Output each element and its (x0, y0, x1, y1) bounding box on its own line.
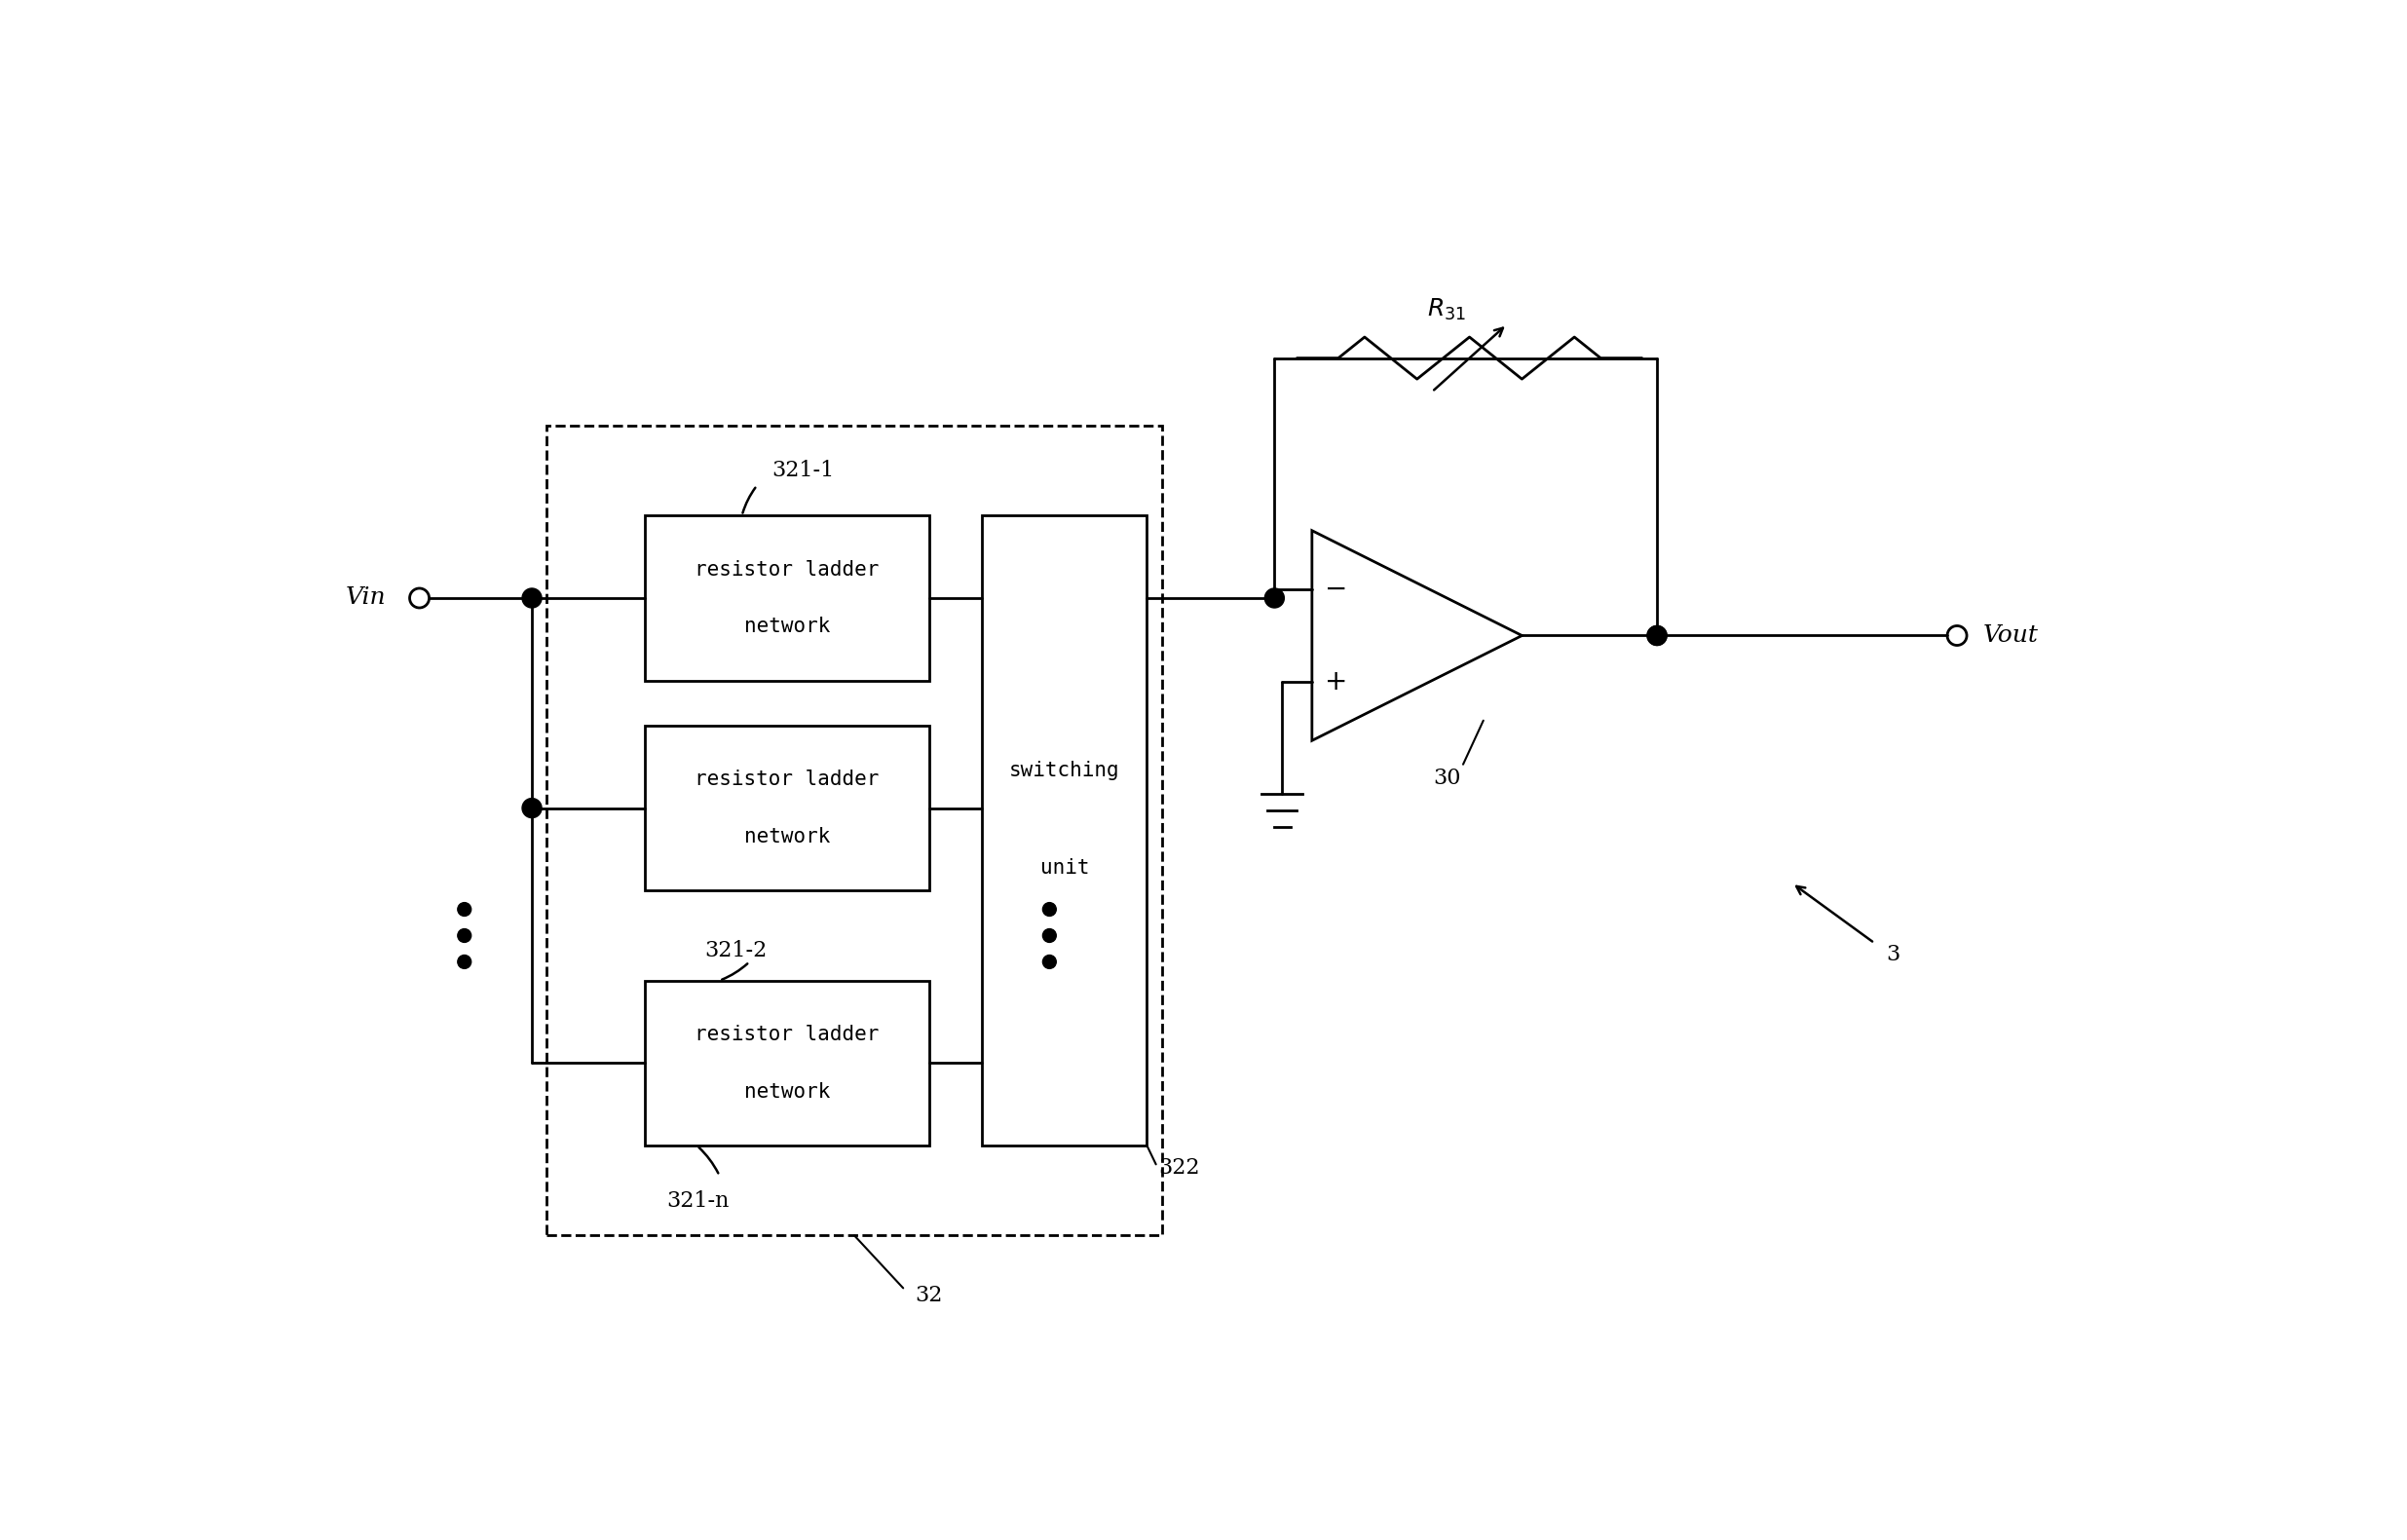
Circle shape (457, 902, 472, 916)
Circle shape (1042, 929, 1057, 942)
Text: network: network (744, 618, 830, 636)
Circle shape (457, 929, 472, 942)
Text: unit: unit (1040, 858, 1088, 878)
Text: switching: switching (1009, 761, 1119, 781)
Text: 322: 322 (1158, 1158, 1199, 1178)
Circle shape (1264, 588, 1285, 608)
Text: resistor ladder: resistor ladder (696, 1024, 879, 1044)
Text: network: network (744, 827, 830, 847)
Circle shape (522, 588, 542, 608)
Text: +: + (1324, 668, 1348, 696)
Text: 3: 3 (1885, 944, 1899, 966)
Text: resistor ladder: resistor ladder (696, 561, 879, 579)
Text: 30: 30 (1432, 767, 1461, 788)
Text: network: network (744, 1081, 830, 1101)
Text: Vout: Vout (1983, 624, 2039, 647)
Text: 32: 32 (915, 1284, 941, 1306)
Text: 321-1: 321-1 (773, 460, 835, 482)
Circle shape (1646, 625, 1666, 645)
Text: 321-n: 321-n (667, 1190, 729, 1212)
Text: 321-2: 321-2 (705, 941, 768, 962)
Circle shape (1042, 902, 1057, 916)
Bar (645, 725, 929, 890)
Bar (645, 516, 929, 681)
Circle shape (1042, 955, 1057, 969)
Bar (645, 981, 929, 1146)
Circle shape (1646, 625, 1666, 645)
Text: −: − (1324, 576, 1348, 604)
Text: resistor ladder: resistor ladder (696, 770, 879, 790)
Circle shape (457, 955, 472, 969)
Bar (546, 425, 1163, 1235)
Circle shape (522, 798, 542, 818)
Text: Vin: Vin (344, 587, 385, 610)
Text: $R_{31}$: $R_{31}$ (1427, 297, 1466, 322)
Bar (982, 516, 1148, 1146)
